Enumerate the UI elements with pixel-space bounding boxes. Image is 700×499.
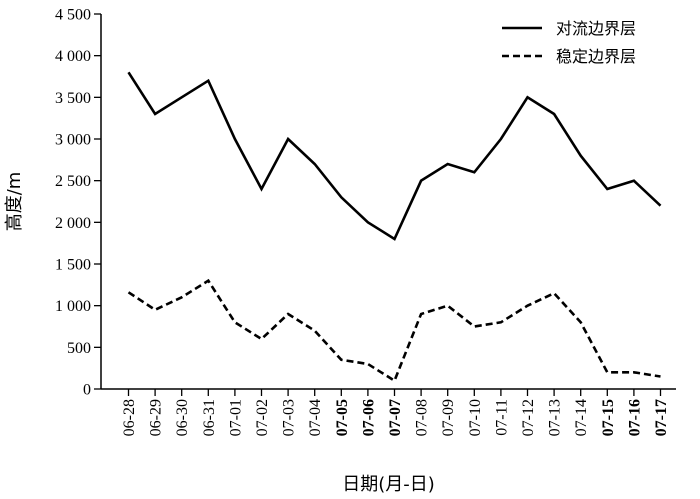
y-tick-label: 1 000	[55, 298, 91, 315]
x-tick-label: 07-04	[307, 399, 324, 436]
series-line-convective	[127, 71, 662, 241]
x-tick-label: 07-11	[493, 399, 510, 436]
legend-label-convective: 对流边界层	[556, 19, 636, 38]
x-tick-label: 06-31	[201, 399, 218, 436]
y-tick-label: 500	[67, 340, 91, 357]
y-tick-label: 1 500	[55, 257, 91, 274]
series-lines	[127, 71, 662, 383]
y-tick-label: 3 000	[55, 132, 91, 149]
x-tick-label: 07-10	[467, 399, 484, 436]
x-tick-label: 06-29	[148, 399, 165, 436]
x-tick-label: 06-30	[174, 399, 191, 436]
legend-label-stable: 稳定边界层	[556, 47, 636, 66]
x-axis-ticks: 06-28 06-29 06-30 06-31 07-01 07-02 07-03 07-04…	[121, 389, 670, 436]
x-tick-label: 07-03	[281, 399, 298, 436]
y-tick-label: 3 500	[55, 90, 91, 107]
x-tick-label: 07-17	[653, 399, 670, 436]
x-tick-label: 07-08	[414, 399, 431, 436]
x-tick-label: 07-01	[227, 399, 244, 436]
x-tick-label: 07-06	[360, 399, 377, 436]
series-line-stable	[127, 278, 661, 383]
x-tick-label: 07-09	[440, 399, 457, 436]
x-tick-label: 06-28	[121, 399, 138, 436]
y-tick-label: 4 500	[55, 7, 91, 24]
y-axis-ticks: 0 500 1 000 1 500 2 000 2 500 3 000 3 500 4 000 4…	[55, 7, 101, 399]
x-tick-label: 07-16	[626, 399, 643, 436]
x-tick-label: 07-14	[573, 399, 590, 436]
axes	[100, 14, 676, 390]
x-tick-label: 07-07	[387, 399, 404, 436]
y-tick-label: 2 000	[55, 215, 91, 232]
y-tick-label: 4 000	[55, 48, 91, 65]
y-tick-label: 0	[83, 382, 91, 399]
x-tick-label: 07-05	[334, 399, 351, 436]
y-axis-title: 高度/m	[4, 172, 25, 232]
x-tick-label: 07-13	[547, 399, 564, 436]
x-tick-label: 07-15	[600, 399, 617, 436]
x-axis-title: 日期(月-日)	[342, 474, 435, 495]
x-tick-label: 07-02	[254, 399, 271, 436]
x-tick-label: 07-12	[520, 399, 537, 436]
y-tick-label: 2 500	[55, 173, 91, 190]
legend: 对流边界层 稳定边界层	[502, 19, 636, 66]
